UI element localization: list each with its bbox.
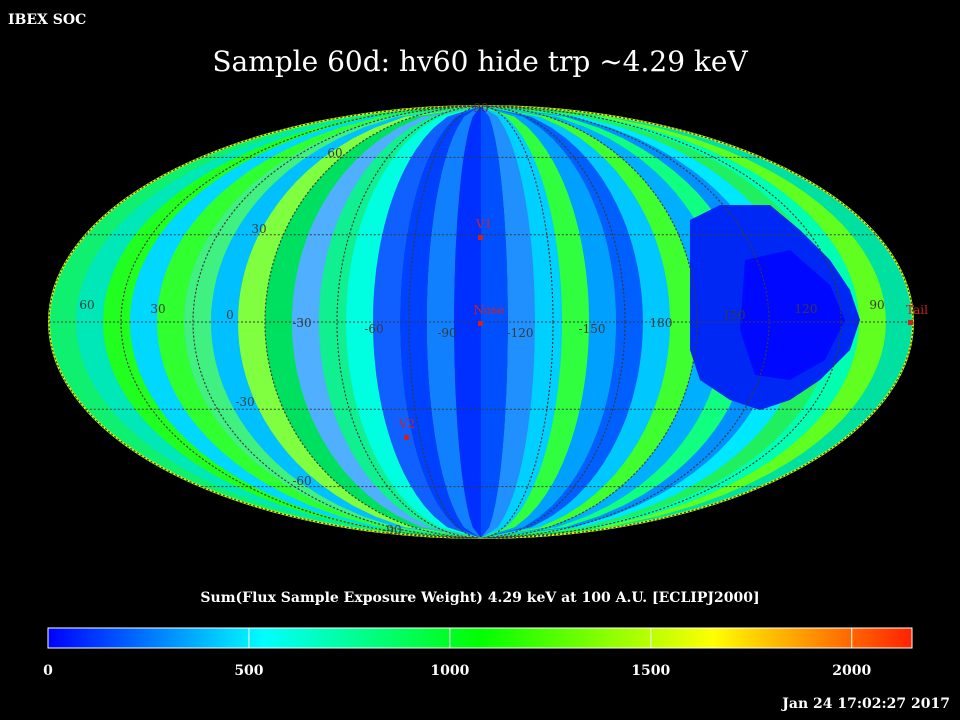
- lon-label-120: 120: [795, 302, 818, 316]
- lon-label-neg150: -150: [579, 322, 606, 336]
- map-band: [319, 106, 481, 538]
- marker-v1[interactable]: V1: [475, 217, 492, 240]
- marker-tail-label: Tail: [906, 303, 928, 317]
- colorbar-tick-labels: 0 500 1000 1500 2000: [43, 663, 871, 679]
- marker-v2-label: V2: [398, 417, 415, 431]
- sky-map: 90 60 30 -30 -60 -90 60 30 0 -30 -60 -90…: [48, 101, 928, 539]
- lon-label-150: 150: [723, 308, 746, 322]
- lon-label-180: 180: [650, 316, 673, 330]
- lon-label-90: 90: [869, 298, 884, 312]
- map-band: [481, 106, 589, 538]
- marker-v2[interactable]: V2: [398, 417, 415, 440]
- graticule: [48, 105, 914, 539]
- lat-label-neg60: -60: [292, 474, 311, 488]
- marker-nose-label: Nose: [474, 303, 505, 317]
- colorbar-gradient: [47, 627, 913, 649]
- lon-label-0: 0: [226, 308, 234, 322]
- lat-label-neg90: -90: [382, 523, 401, 537]
- colorbar-tick-label: 0: [43, 663, 53, 679]
- marker-v1-dot: [478, 235, 483, 240]
- lat-label-neg30: -30: [235, 395, 254, 409]
- lat-label-60: 60: [327, 146, 342, 160]
- marker-tail[interactable]: Tail: [906, 303, 928, 325]
- lat-label-90: 90: [473, 101, 488, 115]
- marker-v2-dot: [404, 435, 409, 440]
- map-band: [481, 106, 670, 538]
- map-band: [292, 106, 481, 538]
- lon-label-neg30: -30: [292, 316, 311, 330]
- map-band: [481, 106, 643, 538]
- lon-label-neg90: -90: [437, 326, 456, 340]
- marker-nose-dot: [478, 321, 483, 326]
- marker-tail-dot: [908, 320, 913, 325]
- colorbar-tick-label: 1000: [430, 663, 469, 679]
- colorbar-tick-label: 2000: [832, 663, 871, 679]
- map-band: [346, 106, 481, 538]
- timestamp: Jan 24 17:02:27 2017: [780, 696, 950, 712]
- map-band: [373, 106, 481, 538]
- colorbar-tick-label: 1500: [631, 663, 670, 679]
- lon-label-neg120: -120: [507, 326, 534, 340]
- marker-v1-label: V1: [475, 217, 492, 231]
- map-band: [454, 106, 481, 538]
- map-band: [400, 106, 481, 538]
- colorbar: 0 500 1000 1500 2000: [43, 627, 913, 679]
- map-band: [481, 106, 562, 538]
- lon-label-60: 60: [79, 298, 94, 312]
- marker-nose[interactable]: Nose: [474, 303, 505, 326]
- colorbar-tick-label: 500: [234, 663, 263, 679]
- org-label: IBEX SOC: [8, 12, 86, 28]
- lon-label-30: 30: [150, 302, 165, 316]
- map-band: [481, 106, 616, 538]
- lon-label-neg60: -60: [364, 322, 383, 336]
- page-title: Sample 60d: hv60 hide trp ~4.29 keV: [212, 45, 748, 78]
- lat-label-30: 30: [251, 222, 266, 236]
- map-band: [481, 106, 535, 538]
- colorbar-caption: Sum(Flux Sample Exposure Weight) 4.29 ke…: [200, 590, 759, 606]
- colorbar-ticks: [47, 628, 853, 648]
